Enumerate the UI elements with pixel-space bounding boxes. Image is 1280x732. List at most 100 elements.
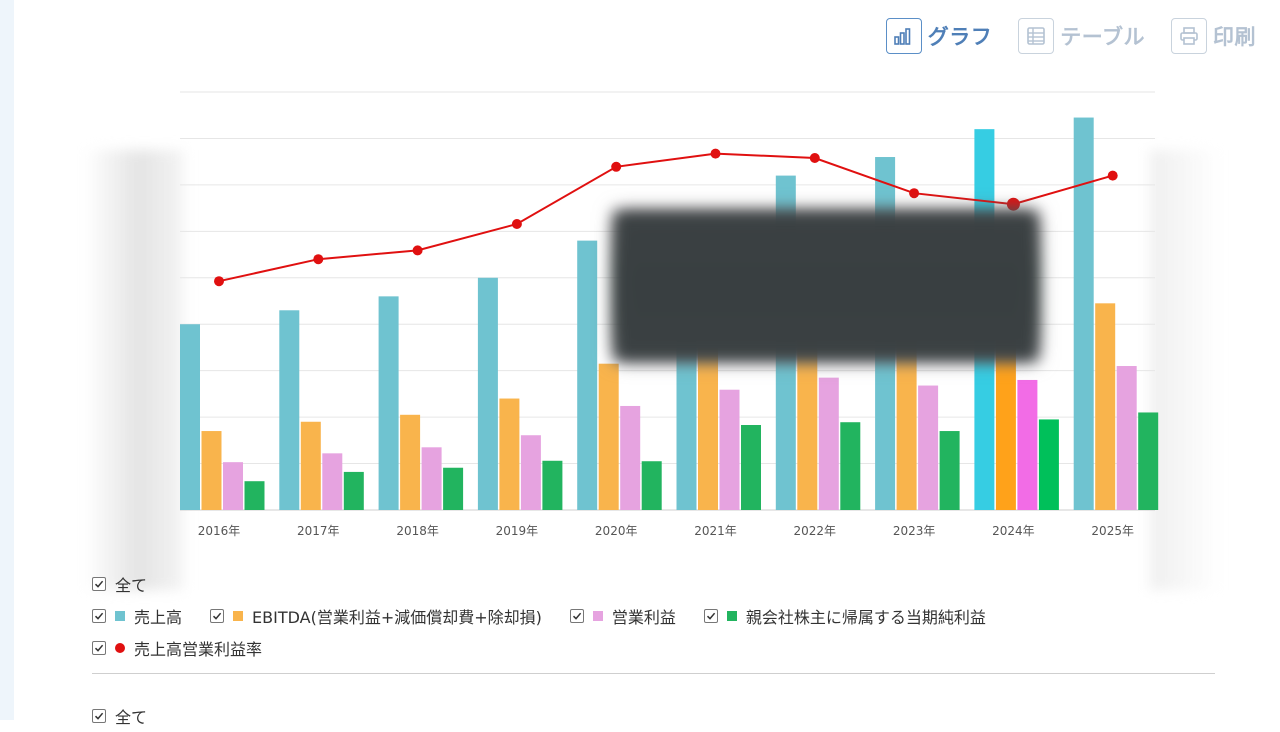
x-tick-label: 2024年 [992, 524, 1035, 538]
line-series [218, 152, 1113, 283]
x-tick-label: 2022年 [794, 524, 837, 538]
bar [1095, 303, 1116, 510]
bar [719, 389, 740, 510]
x-tick-label: 2020年 [595, 524, 638, 538]
x-tick-label: 2021年 [694, 524, 737, 538]
checkbox-checked-icon[interactable] [210, 609, 225, 623]
left-axis-redacted [84, 150, 184, 590]
line-point [909, 188, 920, 199]
line-point [809, 153, 820, 163]
line-point [1006, 197, 1020, 211]
line-point [710, 148, 721, 159]
bar [620, 405, 641, 510]
bar [939, 431, 960, 510]
bar [279, 310, 300, 510]
checkbox-checked-icon[interactable] [92, 641, 106, 655]
line-point [1107, 170, 1118, 181]
checkbox-checked-icon[interactable] [92, 709, 106, 723]
x-tick-label: 2017年 [297, 524, 340, 538]
x-tick-label: 2023年 [893, 524, 936, 538]
checkbox-checked-icon[interactable] [92, 609, 106, 623]
bar [223, 462, 243, 510]
bar [1073, 117, 1094, 511]
bar [1038, 419, 1059, 510]
x-tick-label: 2025年 [1091, 524, 1134, 538]
second-all-label: 全て [115, 708, 148, 727]
bar [180, 324, 200, 510]
bar [896, 319, 917, 510]
legend-item[interactable]: 売上高 [92, 604, 182, 628]
legend-all-label: 全て [115, 576, 148, 595]
legend-item[interactable]: 営業利益 [569, 604, 676, 628]
printer-icon [1171, 18, 1207, 54]
bar [840, 422, 861, 510]
legend-item[interactable]: 売上高営業利益率 [92, 636, 262, 660]
second-legend: 全て [92, 700, 175, 732]
line-point [611, 161, 622, 172]
bar [577, 240, 598, 510]
bar [797, 328, 818, 510]
bar [400, 414, 421, 510]
checkbox-checked-icon[interactable] [703, 609, 718, 623]
bar [378, 296, 399, 510]
bar [818, 377, 839, 510]
bar [477, 277, 498, 510]
bar [641, 461, 662, 510]
line-point [313, 254, 324, 265]
left-edge-strip [0, 0, 14, 720]
checkbox-checked-icon[interactable] [92, 577, 106, 591]
x-tick-label: 2016年 [198, 524, 241, 538]
print-label: 印刷 [1213, 25, 1256, 49]
line-point [412, 245, 423, 256]
legend-item[interactable]: 親会社株主に帰属する当期純利益 [703, 604, 986, 628]
legend-all-toggle[interactable]: 全て [92, 572, 147, 596]
bar [918, 385, 939, 510]
legend-swatch-icon [592, 611, 603, 621]
right-axis-redacted [1150, 150, 1220, 590]
print-button[interactable]: 印刷 [1171, 18, 1256, 54]
legend-item-label: 売上高営業利益率 [134, 640, 263, 659]
series-legend: 全て 売上高 EBITDA(営業利益+減価償却費+除却損) 営業利益 親会社株主に帰属… [92, 568, 1014, 664]
table-icon [1018, 18, 1055, 54]
table-view-button[interactable]: テーブル [1018, 18, 1145, 54]
bar [343, 471, 364, 510]
bar [1116, 366, 1137, 510]
bar [300, 421, 321, 510]
section-divider [92, 673, 1215, 674]
legend-swatch-icon [726, 611, 737, 621]
x-tick-label: 2019年 [496, 524, 539, 538]
legend-swatch-icon [115, 611, 125, 621]
bar [698, 347, 718, 510]
line-point [214, 276, 224, 287]
view-toolbar: グラフ テーブル 印刷 [885, 18, 1256, 54]
redacted-tooltip [615, 212, 1037, 360]
line-point [511, 219, 522, 229]
bar [499, 398, 520, 510]
bar [244, 481, 265, 510]
bar-chart-icon [885, 18, 922, 54]
x-tick-label: 2018年 [396, 524, 439, 538]
bar [741, 425, 761, 510]
bar [201, 431, 222, 510]
bar [598, 363, 619, 510]
legend-item[interactable]: EBITDA(営業利益+減価償却費+除却損) [210, 604, 542, 628]
graph-view-label: グラフ [927, 25, 993, 49]
bar [542, 460, 563, 510]
second-all-toggle[interactable]: 全て [92, 704, 147, 728]
legend-item-label: 営業利益 [611, 608, 676, 627]
legend-item-label: 親会社株主に帰属する当期純利益 [745, 608, 986, 627]
chart-area: 2016年 2017年 2018年 2019年 2020年 2021年 2022年 2023年… [0, 70, 1280, 590]
legend-item-label: 売上高 [134, 608, 183, 627]
graph-view-button[interactable]: グラフ [885, 18, 993, 54]
bar [421, 447, 442, 510]
bar [520, 435, 541, 510]
bar [1138, 412, 1159, 510]
legend-item-label: EBITDA(営業利益+減価償却費+除却損) [252, 608, 542, 627]
bar [995, 314, 1016, 510]
bar [1017, 379, 1038, 510]
checkbox-checked-icon[interactable] [569, 609, 584, 623]
table-view-label: テーブル [1060, 25, 1145, 49]
bar [443, 467, 464, 510]
bar [322, 453, 343, 510]
legend-swatch-icon [233, 611, 244, 621]
